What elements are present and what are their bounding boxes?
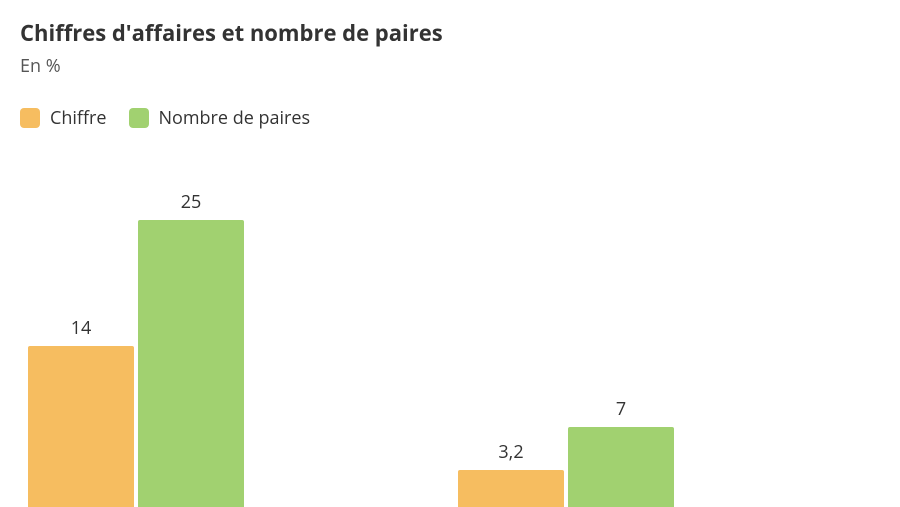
chart-title: Chiffres d'affaires et nombre de paires: [20, 18, 880, 48]
legend-swatch-icon: [129, 108, 149, 128]
chart-legend: Chiffre Nombre de paires: [20, 106, 880, 130]
legend-label: Chiffre: [50, 106, 107, 130]
chart-group-0: 14 25: [20, 150, 450, 507]
legend-item-nombre-de-paires: Nombre de paires: [129, 106, 311, 130]
chart-plot-area: 14 25 3,2 7: [20, 150, 880, 507]
chart-group-bars: 14 25: [28, 190, 244, 507]
legend-label: Nombre de paires: [159, 106, 311, 130]
bar-nombre-de-paires: [568, 427, 674, 507]
bar-value-label: 25: [181, 190, 202, 214]
bar-chiffre: [28, 346, 134, 507]
chart-groups: 14 25 3,2 7: [20, 150, 880, 507]
bar-chiffre: [458, 470, 564, 507]
chart-group-bars: 3,2 7: [458, 397, 674, 507]
bar-value-label: 3,2: [498, 440, 523, 464]
bar-wrap: 25: [138, 190, 244, 507]
chart-container: Chiffres d'affaires et nombre de paires …: [0, 0, 900, 507]
bar-wrap: 14: [28, 316, 134, 507]
bar-wrap: 7: [568, 397, 674, 507]
legend-swatch-icon: [20, 108, 40, 128]
bar-nombre-de-paires: [138, 220, 244, 507]
legend-item-chiffre: Chiffre: [20, 106, 107, 130]
bar-value-label: 14: [71, 316, 92, 340]
chart-subtitle: En %: [20, 54, 880, 78]
bar-wrap: 3,2: [458, 440, 564, 507]
chart-group-1: 3,2 7: [450, 150, 880, 507]
bar-value-label: 7: [616, 397, 626, 421]
